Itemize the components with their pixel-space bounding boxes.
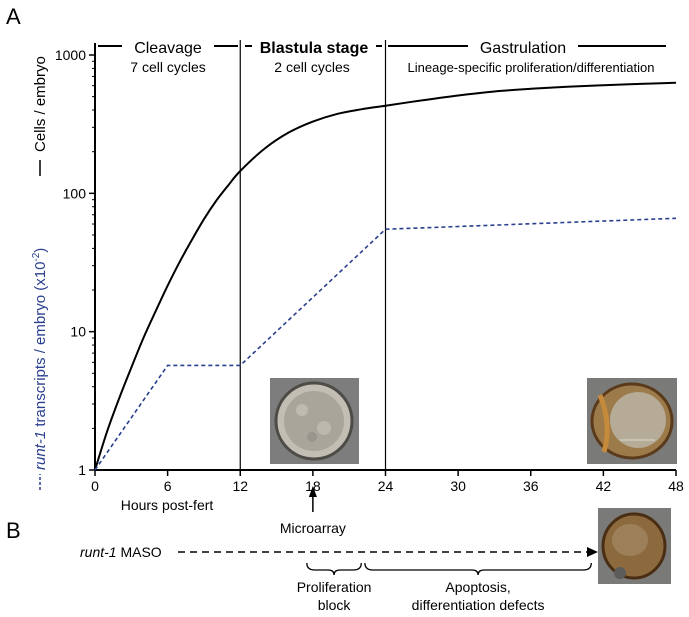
embryo-photo-blastula [270, 378, 359, 464]
x-tick-label: 18 [305, 478, 321, 494]
embryo-photo-maso [598, 508, 671, 584]
y-tick-label: 100 [63, 185, 87, 201]
bracket-apoptosis: Apoptosis, differentiation defects [364, 562, 592, 613]
bracket-proliferation-line2: block [318, 597, 352, 613]
embryo-photo-gastrula [587, 378, 677, 464]
panel-a-label: A [6, 4, 21, 29]
stage-detail-gastrulation: Lineage-specific proliferation/different… [408, 60, 655, 75]
stage-title-blastula: Blastula stage [260, 40, 369, 57]
y-tick-label: 10 [70, 324, 86, 340]
series-runt-line [94, 217, 677, 471]
y-ticks: 1 10 100 1000 [55, 47, 95, 478]
bracket-proliferation-line1: Proliferation [297, 579, 372, 595]
bracket-proliferation: Proliferation block [297, 562, 372, 613]
stage-header-cleavage: Cleavage 7 cell cycles [98, 40, 238, 75]
microarray-label: Microarray [280, 520, 346, 536]
x-ticks: 0 6 12 18 24 30 36 42 48 [91, 470, 684, 494]
stage-title-gastrulation: Gastrulation [480, 40, 566, 57]
x-tick-label: 0 [91, 478, 99, 494]
ylabel-runt-close: ) [32, 248, 49, 253]
series-cells-line [94, 81, 677, 471]
x-tick-label: 6 [164, 478, 172, 494]
maso-arrow-head [587, 547, 598, 557]
ylabel-runt: runt-1 transcripts / embryo (x10-2) [31, 248, 49, 490]
stage-title-cleavage: Cleavage [134, 40, 202, 57]
xlabel: Hours post-fert [121, 497, 214, 513]
x-tick-label: 36 [523, 478, 539, 494]
series-layer [94, 81, 677, 471]
x-tick-label: 24 [378, 478, 394, 494]
x-tick-label: 30 [450, 478, 466, 494]
ylabel-cells-text: Cells / embryo [32, 56, 49, 152]
maso-rest: MASO [117, 544, 162, 560]
x-tick-label: 42 [596, 478, 612, 494]
microarray-annotation: Microarray [280, 486, 346, 536]
maso-label: runt-1 MASO [80, 544, 162, 560]
stage-dividers [239, 40, 387, 470]
x-tick-label: 48 [668, 478, 684, 494]
stage-header-blastula: Blastula stage 2 cell cycles [245, 40, 382, 75]
stage-detail-blastula: 2 cell cycles [274, 59, 349, 75]
ylabel-runt-exponent: -2 [31, 252, 42, 261]
ylabel-runt-text: runt-1 transcripts / embryo (x10-2) [31, 248, 49, 470]
bracket-apoptosis-line1: Apoptosis, [445, 579, 510, 595]
panel-b-label: B [6, 518, 21, 543]
bracket-apoptosis-line2: differentiation defects [412, 597, 545, 613]
stage-detail-cleavage: 7 cell cycles [130, 59, 205, 75]
stage-header-gastrulation: Gastrulation Lineage-specific proliferat… [388, 40, 666, 75]
x-tick-label: 12 [232, 478, 248, 494]
y-tick-label: 1000 [55, 47, 86, 63]
maso-gene: runt-1 [80, 544, 117, 560]
ylabel-runt-gene: runt-1 [32, 431, 49, 470]
ylabel-cells: Cells / embryo [32, 56, 49, 176]
ylabel-runt-main: transcripts / embryo (x10 [32, 262, 49, 431]
y-tick-label: 1 [78, 462, 86, 478]
